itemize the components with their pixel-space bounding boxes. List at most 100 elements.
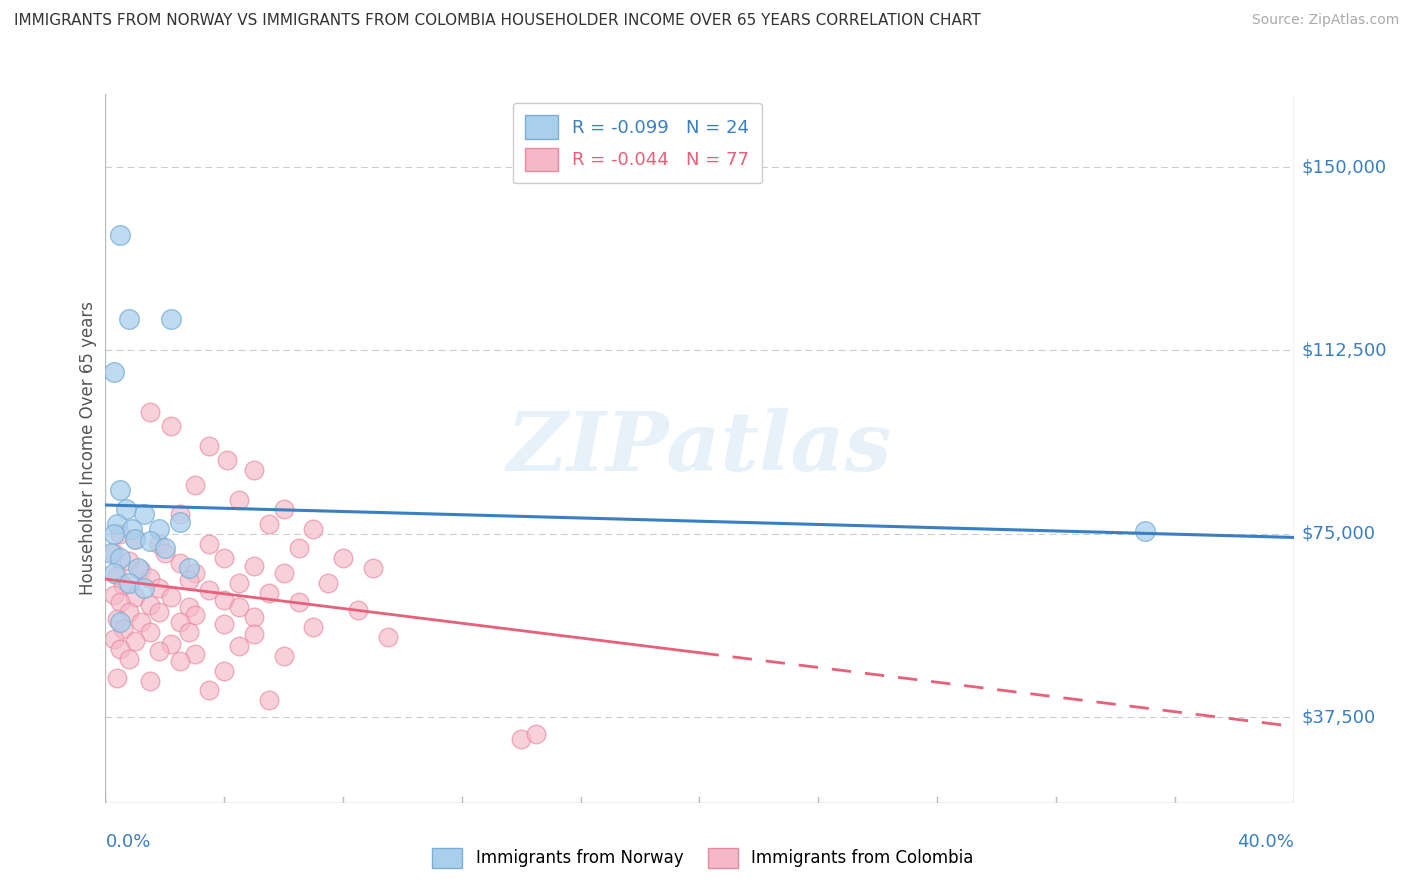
Point [148, 605, 170, 619]
Point [198, 583, 221, 598]
Point [121, 522, 143, 536]
Point [103, 566, 125, 580]
Point [159, 637, 181, 651]
Point [124, 634, 146, 648]
Point [159, 311, 181, 326]
Point [214, 664, 236, 678]
Point [110, 551, 132, 566]
Point [214, 592, 236, 607]
Point [243, 463, 266, 477]
Point [169, 508, 191, 522]
Point [132, 581, 155, 595]
Point [148, 581, 170, 595]
Point [129, 564, 152, 578]
Point [118, 651, 141, 665]
Point [112, 622, 135, 636]
Point [139, 534, 162, 549]
Point [1133, 524, 1156, 539]
Point [228, 640, 250, 654]
Point [169, 556, 191, 570]
Point [183, 647, 205, 661]
Point [124, 591, 146, 605]
Point [377, 630, 399, 644]
Point [127, 561, 149, 575]
Point [139, 571, 162, 585]
Point [183, 478, 205, 492]
Point [110, 526, 132, 541]
Y-axis label: Householder Income Over 65 years: Householder Income Over 65 years [79, 301, 97, 595]
Text: 40.0%: 40.0% [1237, 833, 1294, 851]
Text: $37,500: $37,500 [1302, 708, 1376, 726]
Point [524, 727, 547, 741]
Legend: R = -0.099   N = 24, R = -0.044   N = 77: R = -0.099 N = 24, R = -0.044 N = 77 [513, 103, 762, 184]
Point [177, 574, 200, 588]
Point [110, 228, 132, 243]
Point [273, 649, 295, 664]
Point [347, 602, 370, 616]
Point [118, 554, 141, 568]
Text: $75,000: $75,000 [1302, 524, 1376, 543]
Point [103, 366, 125, 380]
Point [198, 439, 221, 453]
Point [118, 605, 141, 619]
Point [169, 615, 191, 629]
Point [112, 578, 135, 592]
Point [110, 641, 132, 656]
Point [148, 644, 170, 658]
Point [273, 566, 295, 580]
Point [148, 522, 170, 536]
Point [243, 610, 266, 624]
Point [100, 546, 122, 560]
Point [105, 671, 128, 685]
Point [510, 732, 533, 747]
Text: $150,000: $150,000 [1302, 158, 1386, 176]
Point [110, 483, 132, 497]
Point [115, 502, 138, 516]
Point [177, 600, 200, 615]
Point [302, 522, 325, 536]
Point [169, 515, 191, 529]
Point [132, 508, 155, 522]
Point [228, 600, 250, 615]
Point [243, 627, 266, 641]
Text: 0.0%: 0.0% [105, 833, 150, 851]
Text: $112,500: $112,500 [1302, 342, 1388, 359]
Point [118, 575, 141, 590]
Point [124, 532, 146, 546]
Point [148, 536, 170, 550]
Point [302, 620, 325, 634]
Point [103, 546, 125, 560]
Point [361, 561, 384, 575]
Point [316, 575, 339, 590]
Point [177, 561, 200, 575]
Point [257, 585, 280, 599]
Point [257, 516, 280, 531]
Point [103, 588, 125, 602]
Point [183, 607, 205, 622]
Point [153, 546, 176, 560]
Point [273, 502, 295, 516]
Point [105, 612, 128, 626]
Point [153, 541, 176, 556]
Legend: Immigrants from Norway, Immigrants from Colombia: Immigrants from Norway, Immigrants from … [426, 841, 980, 875]
Point [139, 598, 162, 612]
Point [228, 575, 250, 590]
Point [198, 683, 221, 698]
Point [169, 654, 191, 668]
Text: IMMIGRANTS FROM NORWAY VS IMMIGRANTS FROM COLOMBIA HOUSEHOLDER INCOME OVER 65 YE: IMMIGRANTS FROM NORWAY VS IMMIGRANTS FRO… [14, 13, 981, 29]
Point [139, 624, 162, 639]
Point [183, 566, 205, 580]
Point [110, 615, 132, 629]
Point [217, 453, 239, 467]
Point [159, 591, 181, 605]
Point [105, 516, 128, 531]
Point [177, 624, 200, 639]
Point [139, 404, 162, 418]
Point [118, 311, 141, 326]
Point [228, 492, 250, 507]
Text: ZIPatlas: ZIPatlas [506, 409, 893, 488]
Point [257, 693, 280, 707]
Point [124, 532, 146, 546]
Point [105, 568, 128, 582]
Point [103, 632, 125, 646]
